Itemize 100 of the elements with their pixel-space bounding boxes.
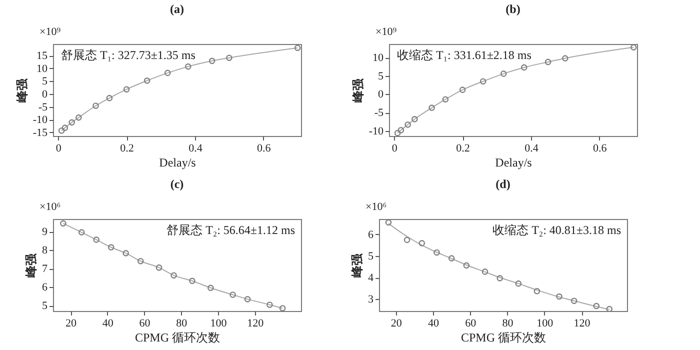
point [544,58,552,66]
y-tick-label: 5 [42,300,48,312]
y-tick-label: -5 [374,107,384,120]
point [184,63,192,70]
point [463,262,470,269]
line-series [61,47,298,132]
y-tick-label: 10 [372,52,384,64]
x-tick-label: 0.4 [188,142,203,154]
x-tick-label: 60 [465,318,477,330]
y-tick-label: -5 [38,101,48,114]
point [448,255,455,262]
point [76,114,82,121]
y-tick-label: 6 [42,282,48,294]
text: ×10⁶ [365,201,387,213]
chart-title: (b) [506,2,520,16]
point [208,284,214,292]
point [556,293,562,300]
point [189,278,196,284]
point [404,236,410,244]
point [434,249,440,256]
x-tick-label: 80 [176,318,188,330]
x-tick-label: 0.2 [120,142,134,154]
y-tick-label: 0 [42,88,48,100]
y-tick-label: 5 [42,76,48,88]
point [404,121,411,128]
x-tick-label: 120 [247,318,264,330]
point [60,220,66,227]
chart-title: (c) [170,177,184,191]
annotation: 收缩态 T₁: 331.61±2.18 ms [397,48,532,62]
point [593,302,600,310]
x-tick-label: 0 [56,142,62,154]
point [500,70,507,77]
point [459,86,466,93]
point [122,250,129,256]
y-axis-title: 峰强 [14,78,29,102]
point [144,78,150,84]
point [93,236,100,243]
text: ×10⁹ [39,26,61,38]
y-tick-label: 5 [378,70,384,82]
point [412,116,418,122]
point [570,298,578,304]
point [208,58,216,64]
x-tick-label: 40 [428,318,440,330]
point [266,302,273,308]
point [123,86,130,93]
point [156,264,162,271]
chart-title: (d) [496,177,510,191]
y-tick-label: 4 [368,272,374,284]
point [496,275,503,282]
x-tick-label: 0.6 [592,142,608,154]
x-tick-label: 80 [502,318,514,330]
y-tick-label: 8 [42,244,48,257]
point [385,219,392,226]
point [515,280,522,287]
x-axis-title: CPMG 循环次数 [134,330,220,344]
x-tick-label: 0.2 [456,142,470,154]
annotation: 舒展态 T₂: 56.64±1.12 ms [166,223,296,237]
y-axis-title: 峰强 [24,252,38,278]
y-tick-label: 5 [368,250,374,262]
point [164,70,171,76]
y-tick-label: 0 [378,88,384,101]
x-tick-label: 0.6 [256,142,272,154]
point [562,55,568,62]
x-tick-label: 60 [139,318,151,330]
x-tick-label: 120 [574,318,591,330]
x-tick-label: 0.4 [524,142,539,154]
point [78,229,85,236]
point [520,64,528,71]
y-axis-title: 峰强 [350,78,365,102]
x-axis-title: Delay/s [159,156,196,170]
point [279,305,286,311]
y-tick-label: 3 [368,294,374,306]
x-tick-label: 100 [536,318,554,330]
y-axis-title: 峰强 [350,252,364,278]
point [106,94,113,102]
point [294,44,301,51]
line-series [397,46,634,134]
point [398,126,404,134]
point [534,288,540,294]
point [58,127,65,134]
x-tick-label: 0 [392,142,398,154]
y-tick-label: -15 [32,126,48,139]
y-tick-label: 7 [42,263,48,276]
point [244,296,251,302]
text: ×10⁹ [375,26,397,38]
point [480,78,486,85]
x-axis-title: Delay/s [495,156,532,170]
point [137,258,144,264]
point [92,102,99,109]
point [108,244,114,250]
x-tick-label: 40 [102,318,114,330]
point [230,292,236,298]
y-tick-label: 15 [36,50,48,62]
point [482,268,488,275]
chart-title: (a) [170,2,184,16]
annotation: 舒展态 T₁: 327.73±1.35 ms [61,48,196,62]
point [394,130,401,136]
point [630,44,637,50]
point [606,306,613,311]
y-tick-label: -10 [32,114,48,126]
